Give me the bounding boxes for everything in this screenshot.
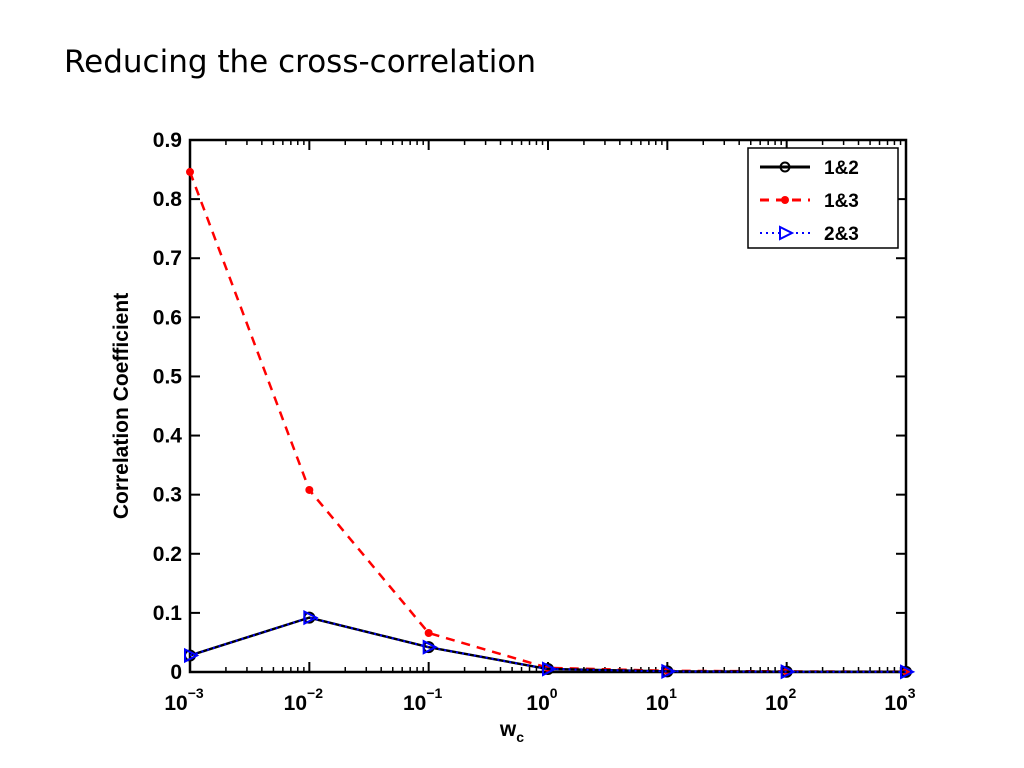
x-tick-labels: 10−3 10−2 10−1 100 101 102 103 [164, 685, 915, 715]
y-axis-label: Correlation Coefficient [110, 293, 133, 519]
legend-label: 1&2 [824, 158, 859, 179]
data-point [661, 663, 677, 680]
legend-entry: 2&3 [760, 224, 859, 245]
y-tick-label: 0.1 [153, 602, 183, 625]
y-tick-label: 0.6 [153, 306, 182, 329]
x-axis-label-sub: c [516, 729, 524, 745]
legend-marker [779, 161, 791, 173]
y-tick-labels: 0 0.1 0.2 0.3 0.4 0.5 0.6 0.7 0.8 0.9 [153, 129, 183, 684]
legend-entry: 1&2 [760, 158, 859, 179]
y-tick-label: 0.2 [153, 543, 182, 566]
series-2 [184, 609, 916, 680]
legend-box [747, 147, 899, 249]
x-axis-label: wc [499, 718, 524, 745]
data-point [184, 647, 200, 664]
x-tick-label: 10−3 [164, 685, 204, 715]
y-tick-label: 0.4 [153, 425, 183, 448]
x-tick-label: 100 [526, 685, 557, 715]
x-tick-label: 102 [765, 685, 796, 715]
legend-label: 1&3 [824, 191, 859, 212]
data-point [542, 661, 558, 677]
legend-label: 2&3 [824, 224, 859, 245]
y-tick-label: 0.8 [153, 188, 183, 211]
y-tick-label: 0.3 [153, 484, 182, 507]
slide-title: Reducing the cross-correlation [64, 44, 537, 80]
legend: 1&2 1&3 2&3 [747, 147, 899, 249]
y-tick-label: 0.9 [153, 129, 182, 152]
data-point [422, 639, 438, 655]
y-tick-label: 0.7 [153, 247, 182, 270]
x-tick-label: 10−2 [284, 685, 324, 715]
x-axis-label-main: w [499, 718, 517, 741]
legend-entry: 1&3 [760, 191, 859, 212]
data-point [424, 628, 433, 637]
x-tick-label: 103 [884, 685, 915, 715]
y-tick-label: 0.5 [153, 365, 183, 388]
legend-marker [781, 196, 789, 204]
data-point [186, 167, 194, 176]
legend-marker [779, 225, 795, 241]
data-point [305, 485, 314, 494]
data-point [900, 664, 916, 680]
series-layer [184, 167, 916, 680]
y-tick-label: 0 [170, 661, 182, 684]
data-point [780, 664, 796, 680]
x-tick-label: 101 [646, 685, 677, 715]
data-point [303, 609, 319, 626]
x-tick-label: 10−1 [403, 685, 443, 715]
series-line [189, 616, 907, 674]
